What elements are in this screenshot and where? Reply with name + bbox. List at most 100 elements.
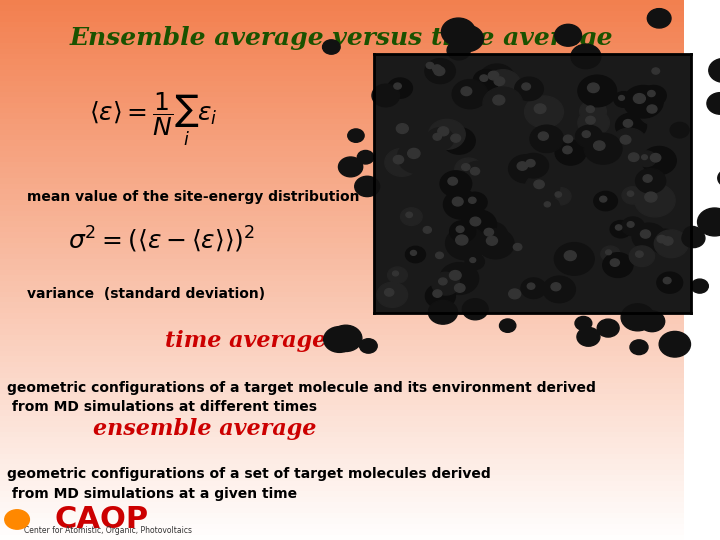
Bar — [0, 313, 683, 319]
Bar — [0, 270, 683, 275]
Circle shape — [539, 132, 549, 140]
Bar — [0, 205, 683, 211]
Circle shape — [355, 176, 379, 197]
Circle shape — [462, 210, 497, 239]
Bar — [0, 151, 683, 157]
Circle shape — [406, 212, 413, 218]
Circle shape — [448, 177, 457, 185]
Circle shape — [571, 44, 600, 69]
Circle shape — [400, 208, 422, 225]
Circle shape — [454, 284, 465, 292]
Circle shape — [635, 184, 675, 217]
Circle shape — [447, 41, 470, 60]
Circle shape — [611, 259, 619, 266]
Circle shape — [582, 131, 590, 138]
Bar — [0, 103, 683, 108]
Circle shape — [634, 93, 645, 103]
Circle shape — [642, 155, 647, 159]
Circle shape — [636, 251, 643, 257]
Bar — [0, 54, 683, 59]
Circle shape — [641, 230, 650, 238]
Circle shape — [338, 157, 363, 177]
Bar — [0, 356, 683, 362]
Bar — [0, 481, 683, 486]
Circle shape — [629, 153, 639, 161]
Circle shape — [324, 327, 355, 353]
Bar — [0, 167, 683, 173]
Circle shape — [440, 262, 479, 294]
Circle shape — [594, 191, 618, 211]
Circle shape — [647, 105, 657, 113]
Bar — [0, 448, 683, 454]
Circle shape — [408, 148, 420, 158]
Circle shape — [426, 128, 454, 150]
Circle shape — [586, 106, 594, 112]
Bar — [0, 200, 683, 205]
Circle shape — [480, 64, 515, 93]
Circle shape — [438, 278, 447, 285]
Bar — [0, 464, 683, 470]
Circle shape — [477, 222, 508, 247]
Bar — [0, 502, 683, 508]
Bar — [0, 432, 683, 437]
Bar — [0, 383, 683, 389]
Circle shape — [469, 197, 476, 204]
Bar — [0, 248, 683, 254]
Bar — [0, 416, 683, 421]
Circle shape — [646, 63, 671, 84]
Bar — [0, 59, 683, 65]
Circle shape — [387, 267, 408, 283]
Circle shape — [603, 253, 633, 278]
Bar — [0, 119, 683, 124]
Text: Ensemble average versus time average: Ensemble average versus time average — [70, 26, 613, 50]
Circle shape — [432, 272, 459, 295]
Circle shape — [616, 225, 622, 230]
Bar — [0, 302, 683, 308]
Bar — [0, 421, 683, 427]
Bar — [0, 65, 683, 70]
Bar — [0, 513, 683, 518]
Bar — [0, 146, 683, 151]
Circle shape — [621, 217, 644, 235]
Circle shape — [440, 171, 472, 197]
Bar — [0, 38, 683, 43]
Circle shape — [622, 187, 643, 204]
Bar — [0, 113, 683, 119]
Circle shape — [393, 156, 404, 164]
Circle shape — [527, 283, 535, 289]
Circle shape — [483, 87, 523, 119]
Circle shape — [627, 221, 634, 227]
Bar — [0, 32, 683, 38]
Bar — [0, 275, 683, 281]
Circle shape — [515, 77, 544, 100]
Circle shape — [534, 180, 544, 188]
Bar — [0, 524, 683, 529]
Circle shape — [348, 129, 364, 143]
Circle shape — [698, 208, 720, 236]
Bar — [0, 130, 683, 135]
Circle shape — [648, 91, 655, 97]
Circle shape — [530, 125, 564, 152]
Circle shape — [578, 110, 609, 136]
Circle shape — [649, 229, 680, 254]
Bar — [0, 157, 683, 162]
Bar — [0, 70, 683, 76]
Bar — [0, 227, 683, 232]
Bar — [0, 194, 683, 200]
Circle shape — [521, 278, 546, 299]
Circle shape — [480, 75, 488, 82]
Circle shape — [449, 221, 476, 242]
Circle shape — [493, 95, 505, 105]
Bar — [0, 259, 683, 265]
Circle shape — [499, 281, 539, 313]
Circle shape — [718, 169, 720, 187]
Circle shape — [485, 70, 521, 98]
Circle shape — [452, 79, 487, 109]
Bar — [0, 394, 683, 400]
Bar — [0, 11, 683, 16]
Bar — [0, 221, 683, 227]
Circle shape — [477, 228, 514, 259]
Circle shape — [600, 196, 607, 202]
Bar — [0, 0, 683, 5]
Bar — [0, 173, 683, 178]
